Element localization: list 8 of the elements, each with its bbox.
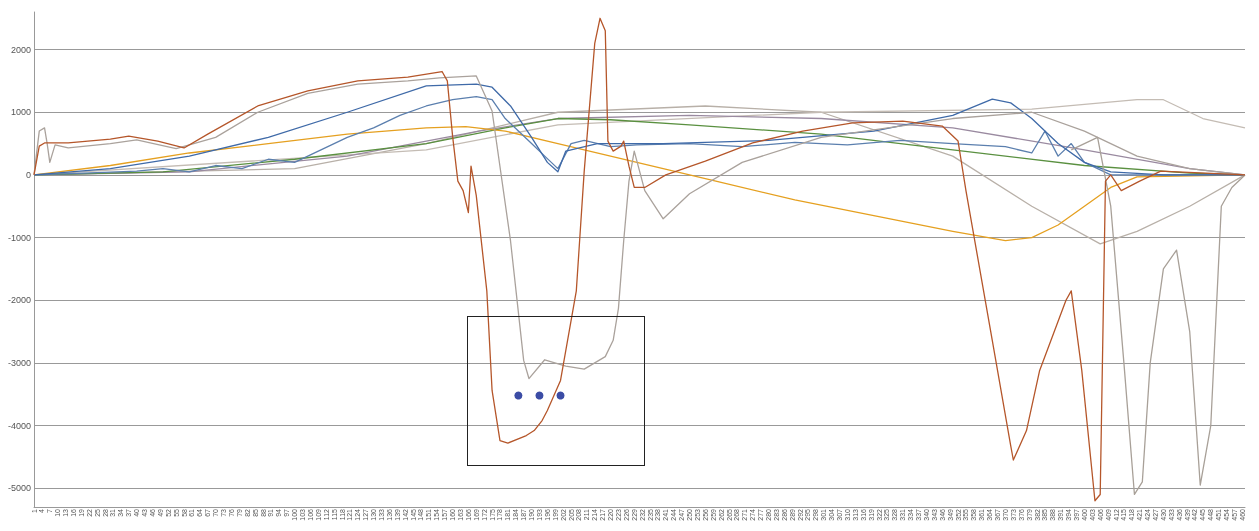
y-tick-label: 1000 (10, 107, 31, 118)
y-tick-label: 0 (25, 169, 31, 180)
y-tick-label: 2000 (10, 44, 31, 55)
y-tick-label: -2000 (7, 295, 31, 306)
y-tick-label: -5000 (7, 483, 31, 494)
y-tick-label: -3000 (7, 357, 31, 368)
y-tick-label: -1000 (7, 232, 31, 243)
y-tick-label: -4000 (7, 420, 31, 431)
